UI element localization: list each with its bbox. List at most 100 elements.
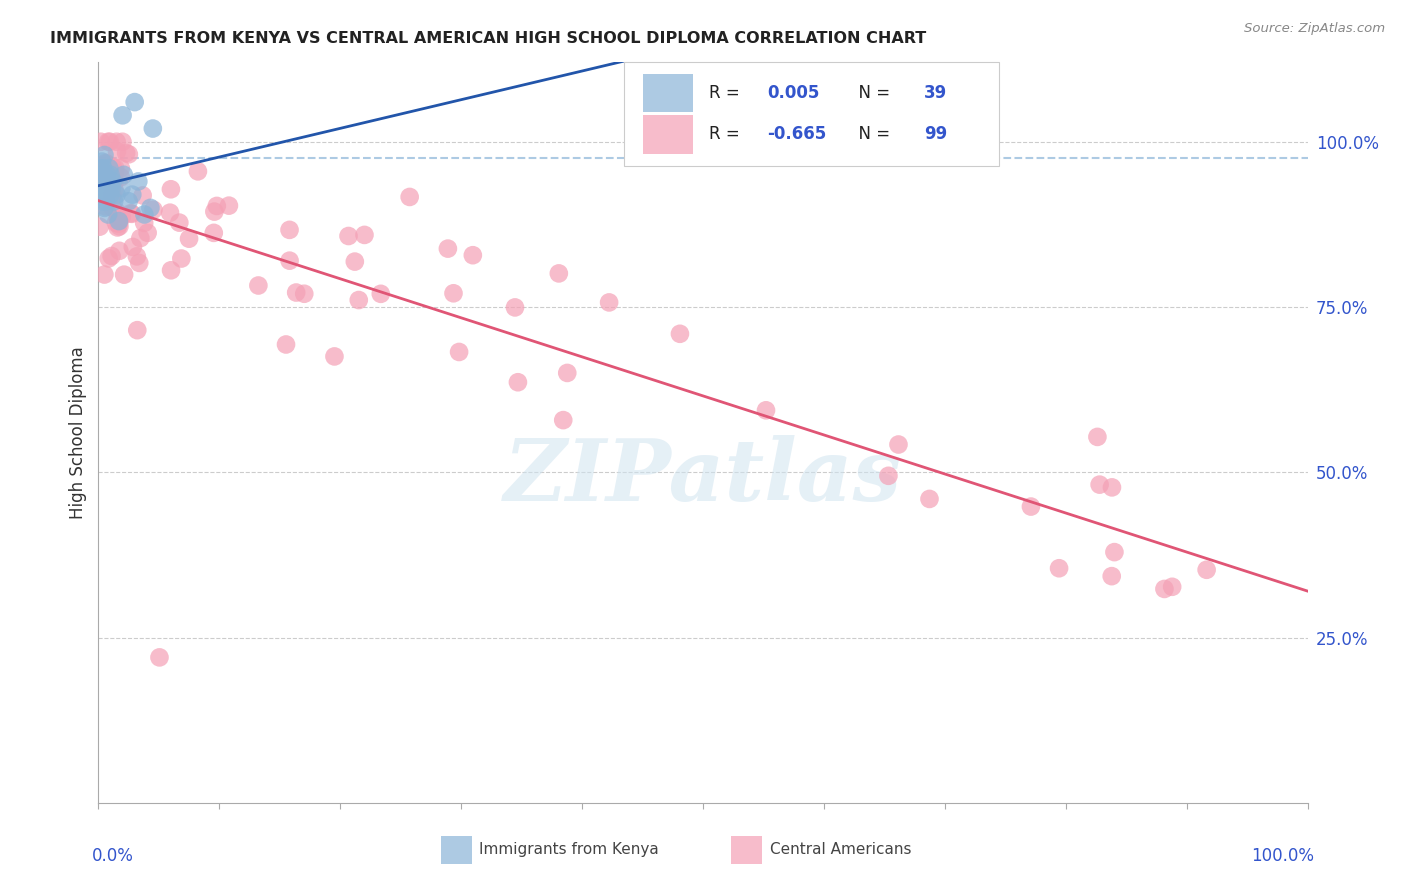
Point — [90, 187, 112, 202]
Text: 100.0%: 100.0% — [1250, 847, 1313, 865]
Point — [108, 217, 131, 231]
Point — [100, 187, 122, 202]
Point — [669, 326, 692, 341]
Text: R =: R = — [709, 84, 745, 102]
FancyBboxPatch shape — [643, 73, 693, 112]
Point — [110, 170, 132, 185]
Point — [94, 194, 117, 209]
Point — [96, 187, 118, 202]
Point — [503, 301, 526, 315]
Text: -0.665: -0.665 — [768, 125, 827, 144]
Point — [94, 199, 117, 213]
Point — [93, 201, 115, 215]
Point — [202, 204, 225, 219]
Point — [91, 194, 114, 209]
Point — [1195, 563, 1218, 577]
Point — [1087, 430, 1109, 444]
Point — [139, 201, 162, 215]
Point — [100, 168, 122, 182]
Point — [91, 154, 114, 169]
Point — [94, 156, 117, 170]
Text: N =: N = — [848, 125, 896, 144]
Point — [877, 468, 900, 483]
Text: N =: N = — [848, 84, 896, 102]
Point — [90, 174, 112, 188]
Point — [104, 161, 127, 175]
Point — [98, 161, 121, 176]
Point — [285, 285, 308, 300]
Point — [461, 248, 484, 262]
Point — [105, 204, 128, 219]
Text: 99: 99 — [924, 125, 948, 144]
Point — [90, 135, 112, 149]
Point — [128, 256, 150, 270]
Point — [370, 286, 392, 301]
Point — [93, 268, 115, 282]
Text: IMMIGRANTS FROM KENYA VS CENTRAL AMERICAN HIGH SCHOOL DIPLOMA CORRELATION CHART: IMMIGRANTS FROM KENYA VS CENTRAL AMERICA… — [51, 31, 927, 46]
Point — [110, 161, 132, 175]
Point — [170, 252, 193, 266]
Point — [108, 219, 131, 234]
Point — [278, 253, 301, 268]
Point — [353, 227, 375, 242]
Point — [108, 244, 131, 258]
Point — [103, 183, 125, 197]
Point — [169, 216, 191, 230]
Point — [159, 205, 181, 219]
Point — [104, 175, 127, 189]
Point — [134, 207, 156, 221]
Point — [110, 181, 132, 195]
Point — [111, 135, 134, 149]
Point — [125, 249, 148, 263]
Text: Central Americans: Central Americans — [769, 842, 911, 857]
Y-axis label: High School Diploma: High School Diploma — [69, 346, 87, 519]
Point — [547, 267, 569, 281]
Point — [105, 145, 128, 159]
Point — [124, 95, 146, 109]
Point — [107, 220, 129, 235]
Point — [120, 206, 142, 220]
Point — [90, 161, 112, 176]
Point — [101, 188, 124, 202]
Point — [97, 252, 120, 266]
Text: R =: R = — [709, 125, 745, 144]
Point — [118, 194, 141, 209]
Point — [1047, 561, 1070, 575]
Point — [129, 231, 152, 245]
Point — [108, 214, 131, 228]
Point — [177, 232, 200, 246]
Point — [121, 240, 143, 254]
Point — [91, 186, 114, 200]
Text: 39: 39 — [924, 84, 948, 102]
Point — [97, 171, 120, 186]
Point — [449, 345, 471, 359]
Point — [292, 286, 315, 301]
Point — [103, 194, 125, 209]
Point — [598, 295, 620, 310]
Point — [148, 650, 170, 665]
Point — [118, 147, 141, 161]
Point — [127, 174, 149, 188]
Point — [101, 201, 124, 215]
Point — [98, 135, 121, 149]
Point — [100, 181, 122, 195]
Point — [323, 350, 346, 364]
Point — [131, 188, 153, 202]
Point — [96, 156, 118, 170]
Point — [89, 168, 111, 182]
Point — [89, 162, 111, 177]
Text: 0.0%: 0.0% — [93, 847, 134, 865]
Point — [136, 226, 159, 240]
Point — [1104, 545, 1126, 559]
Point — [91, 168, 114, 182]
FancyBboxPatch shape — [440, 836, 472, 863]
Point — [398, 190, 420, 204]
Point — [274, 337, 297, 351]
Point — [278, 223, 301, 237]
FancyBboxPatch shape — [643, 115, 693, 153]
Point — [187, 164, 209, 178]
Point — [555, 366, 578, 380]
Point — [107, 211, 129, 226]
Point — [112, 168, 135, 182]
Point — [93, 148, 115, 162]
